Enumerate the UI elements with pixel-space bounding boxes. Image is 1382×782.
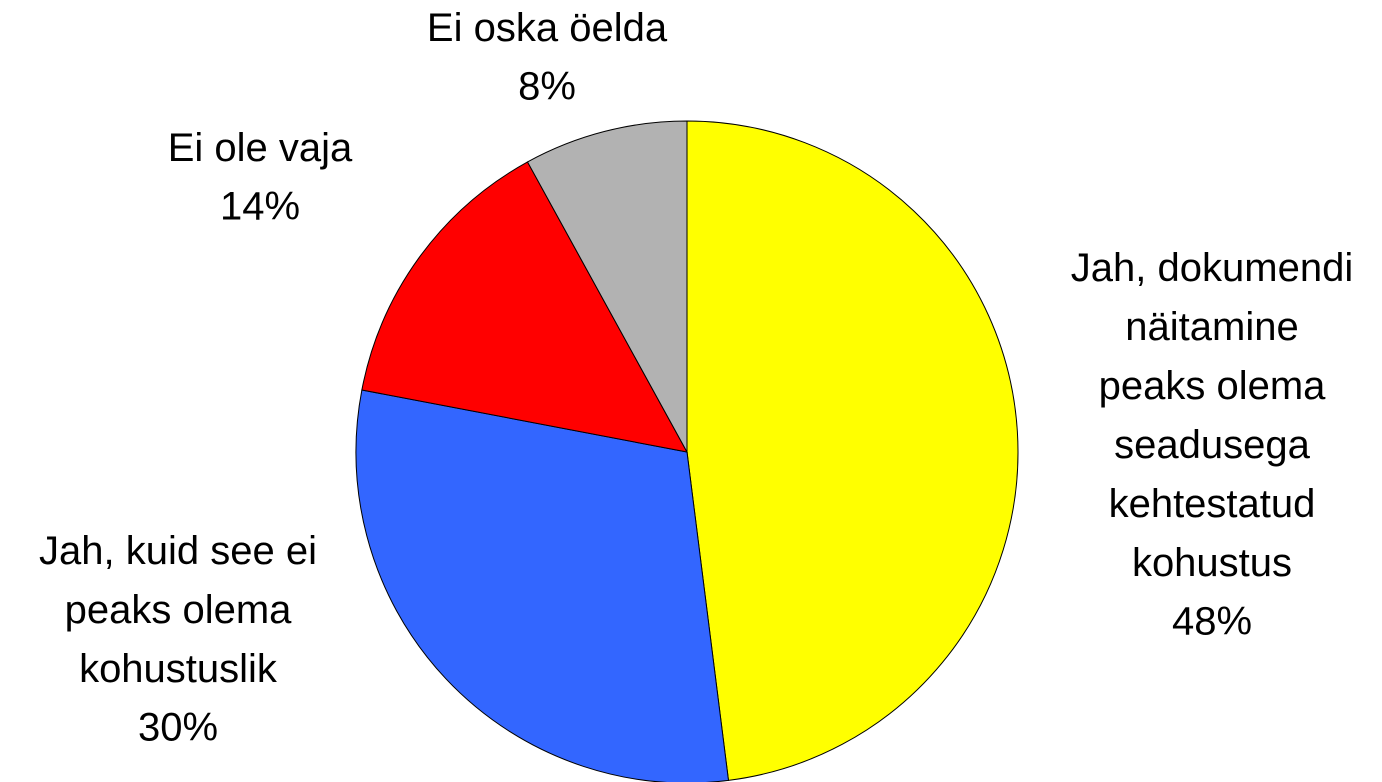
pie-slice	[686, 120, 1019, 781]
pie-slice	[355, 389, 730, 782]
value-label: 48%	[1172, 600, 1252, 644]
slice-label: Ei oska öelda	[427, 6, 668, 50]
slice-label: Jah, dokumendi näitamine peaks olema seadus…	[1071, 246, 1353, 585]
value-label: 8%	[518, 65, 576, 109]
slice-label: Ei ole vaja	[168, 126, 353, 170]
value-label: 14%	[220, 185, 300, 229]
pie-slice	[361, 161, 688, 453]
slice-label: Jah, kuid see ei peaks olema kohustuslik	[39, 529, 317, 691]
pie-slice	[526, 120, 688, 453]
value-label: 30%	[138, 706, 218, 750]
